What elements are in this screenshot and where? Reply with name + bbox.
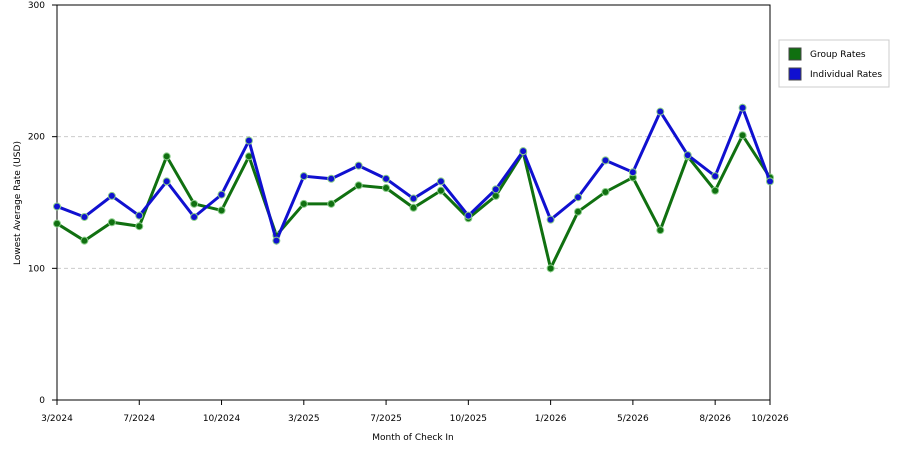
point xyxy=(574,193,583,202)
legend-label: Group Rates xyxy=(810,50,866,60)
legend-swatch xyxy=(788,47,802,61)
point xyxy=(409,194,418,203)
point xyxy=(601,187,610,196)
x-tick-label: 3/2025 xyxy=(288,414,320,424)
x-tick-label: 5/2026 xyxy=(617,414,649,424)
point xyxy=(519,147,528,156)
x-tick-label: 10/2026 xyxy=(751,414,789,424)
x-tick-label: 8/2026 xyxy=(699,414,731,424)
point xyxy=(766,177,774,186)
x-tick-label: 3/2024 xyxy=(41,414,73,424)
legend: Group Rates Individual Rates xyxy=(778,39,890,88)
y-tick-label: 100 xyxy=(28,264,45,274)
point xyxy=(546,264,555,273)
point xyxy=(436,186,445,195)
point xyxy=(244,136,253,145)
point xyxy=(217,206,226,215)
point xyxy=(436,177,445,186)
x-tick-label: 7/2025 xyxy=(370,414,402,424)
x-tick-label: 1/2026 xyxy=(535,414,567,424)
point xyxy=(738,131,747,140)
point xyxy=(546,215,555,224)
point xyxy=(190,212,199,221)
point xyxy=(135,211,144,220)
point xyxy=(80,212,89,221)
point xyxy=(107,191,116,200)
y-tick-label: 0 xyxy=(39,396,45,406)
point xyxy=(107,218,116,227)
legend-swatch xyxy=(788,67,802,81)
point xyxy=(628,168,637,177)
point xyxy=(162,177,171,186)
point xyxy=(464,211,473,220)
point xyxy=(190,199,199,208)
point xyxy=(683,151,692,160)
y-tick-label: 300 xyxy=(28,1,45,11)
point xyxy=(738,103,747,112)
point xyxy=(299,199,308,208)
point xyxy=(382,174,391,183)
point xyxy=(327,199,336,208)
x-axis-label: Month of Check In xyxy=(372,433,454,443)
x-tick-label: 7/2024 xyxy=(123,414,155,424)
point xyxy=(354,161,363,170)
point xyxy=(80,236,89,245)
point xyxy=(656,107,665,116)
point xyxy=(53,219,61,228)
point xyxy=(327,174,336,183)
point xyxy=(601,156,610,165)
y-axis-label: Lowest Average Rate (USD) xyxy=(13,141,23,265)
point xyxy=(299,172,308,181)
x-tick-label: 10/2024 xyxy=(203,414,241,424)
point xyxy=(272,236,281,245)
y-tick-label: 200 xyxy=(28,133,45,143)
point xyxy=(711,172,720,181)
point xyxy=(135,222,144,231)
point xyxy=(382,184,391,193)
point xyxy=(53,202,61,211)
point xyxy=(491,185,500,194)
point xyxy=(574,207,583,216)
point xyxy=(217,190,226,199)
x-tick-label: 10/2025 xyxy=(450,414,487,424)
point xyxy=(162,152,171,161)
point xyxy=(711,186,720,195)
point xyxy=(409,203,418,212)
point xyxy=(354,181,363,190)
legend-label: Individual Rates xyxy=(810,70,882,80)
point xyxy=(656,226,665,235)
